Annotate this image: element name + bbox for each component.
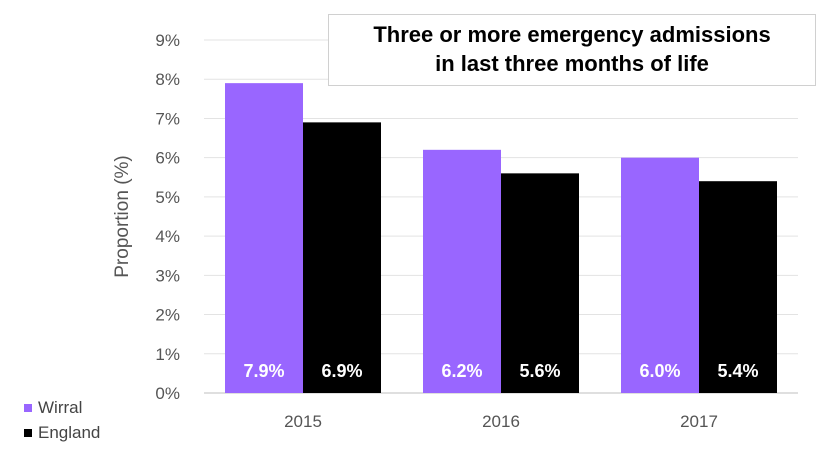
data-label: 6.9% bbox=[321, 361, 362, 381]
legend-swatch-england bbox=[24, 429, 32, 437]
y-tick-label: 2% bbox=[155, 306, 180, 325]
chart-title-line-1: Three or more emergency admissions bbox=[373, 22, 771, 47]
y-tick-label: 3% bbox=[155, 266, 180, 285]
legend-item-wirral: Wirral bbox=[24, 398, 82, 418]
bar-england-2015 bbox=[303, 122, 381, 393]
y-tick-label: 9% bbox=[155, 31, 180, 50]
legend-label-england: England bbox=[38, 423, 101, 442]
data-label: 6.2% bbox=[441, 361, 482, 381]
legend-swatch-wirral bbox=[24, 404, 32, 412]
y-tick-label: 4% bbox=[155, 227, 180, 246]
bar-wirral-2016 bbox=[423, 149, 501, 393]
bar-wirral-2017 bbox=[621, 157, 699, 393]
y-tick-label: 7% bbox=[155, 109, 180, 128]
y-tick-label: 8% bbox=[155, 70, 180, 89]
chart-title-line-2: in last three months of life bbox=[435, 51, 709, 76]
chart-title: Three or more emergency admissions in la… bbox=[328, 14, 816, 86]
data-label: 6.0% bbox=[639, 361, 680, 381]
x-tick-label: 2015 bbox=[284, 412, 322, 431]
y-tick-label: 1% bbox=[155, 345, 180, 364]
x-tick-label: 2017 bbox=[680, 412, 718, 431]
y-tick-label: 5% bbox=[155, 188, 180, 207]
data-label: 5.4% bbox=[717, 361, 758, 381]
legend-item-england: England bbox=[24, 423, 100, 443]
bar-england-2017 bbox=[699, 181, 777, 393]
y-tick-label: 0% bbox=[155, 384, 180, 403]
y-tick-label: 6% bbox=[155, 149, 180, 168]
y-axis-label: Proportion (%) bbox=[112, 155, 133, 278]
legend-label-wirral: Wirral bbox=[38, 398, 83, 417]
bar-wirral-2015 bbox=[225, 83, 303, 394]
x-tick-label: 2016 bbox=[482, 412, 520, 431]
data-label: 5.6% bbox=[519, 361, 560, 381]
data-label: 7.9% bbox=[243, 361, 284, 381]
bar-england-2016 bbox=[501, 173, 579, 393]
